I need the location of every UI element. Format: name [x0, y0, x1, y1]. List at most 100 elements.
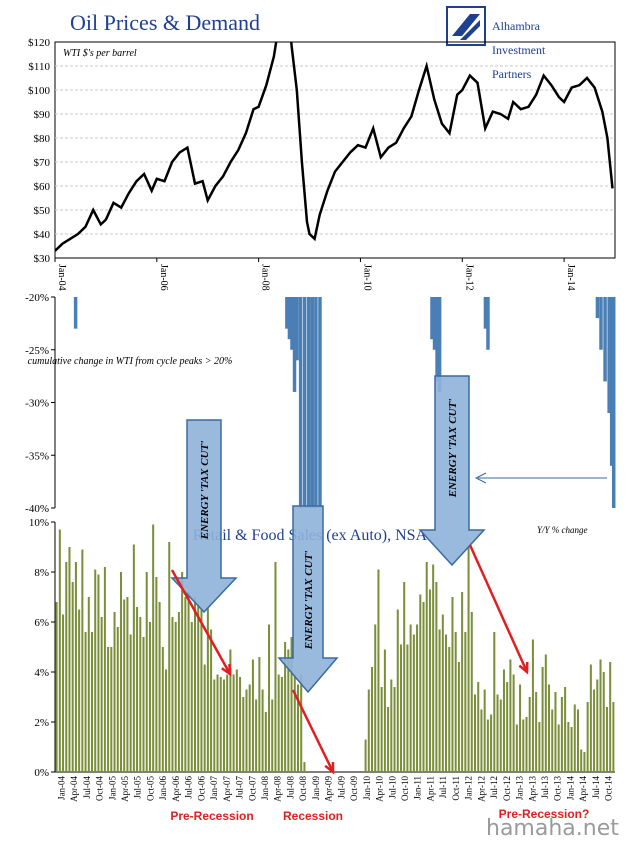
retail-bar	[548, 684, 551, 772]
retail-bar	[522, 719, 525, 772]
retail-bar	[486, 719, 489, 772]
retail-x-tick-label: Jul-10	[387, 776, 397, 799]
retail-bar	[422, 602, 425, 772]
retail-x-tick-label: Oct-10	[400, 776, 410, 801]
retail-bar	[242, 697, 245, 772]
retail-bar	[155, 577, 158, 772]
retail-bar	[177, 612, 180, 772]
retail-bar	[367, 689, 370, 772]
retail-bar	[293, 674, 296, 772]
retail-bar	[457, 662, 460, 772]
retail-x-tick-label: Jul-05	[133, 776, 143, 799]
retail-bar	[531, 639, 534, 772]
retail-bar	[612, 702, 615, 772]
retail-bar	[570, 727, 573, 772]
retail-bar	[58, 529, 61, 772]
retail-bar	[268, 624, 271, 772]
retail-bar	[557, 724, 560, 772]
retail-bar	[219, 677, 222, 772]
retail-x-tick-label: Apr-13	[527, 776, 537, 802]
retail-x-tick-label: Jan-06	[158, 776, 168, 800]
retail-bar	[190, 622, 193, 772]
retail-bar	[84, 632, 87, 772]
tax-cut-label-1: ENERGY 'TAX CUT'	[199, 441, 211, 541]
tax-cut-label-3: ENERGY 'TAX CUT'	[447, 399, 459, 499]
retail-bar	[560, 697, 563, 772]
retail-bar	[454, 632, 457, 772]
retail-bar	[187, 592, 190, 772]
retail-bar	[62, 614, 65, 772]
retail-x-tick-label: Oct-05	[145, 776, 155, 801]
retail-bar	[226, 674, 229, 772]
retail-bar	[148, 622, 151, 772]
watermark: hamaha.net	[486, 816, 619, 841]
retail-bar	[515, 724, 518, 772]
retail-bar	[203, 664, 206, 772]
retail-bar	[554, 692, 557, 772]
retail-x-tick-label: Jul-08	[285, 776, 295, 799]
drawdown-bar	[295, 297, 299, 361]
retail-bar	[432, 564, 435, 772]
retail-bar	[428, 589, 431, 772]
retail-bar	[55, 602, 58, 772]
retail-bar	[300, 674, 303, 772]
drawdown-bar	[290, 297, 294, 350]
retail-bar	[271, 699, 274, 772]
retail-bar	[107, 647, 110, 772]
retail-bar	[184, 597, 187, 772]
retail-bar	[168, 542, 171, 772]
retail-bar	[213, 679, 216, 772]
retail-x-tick-label: Jul-11	[438, 776, 448, 798]
retail-x-tick-label: Jan-14	[565, 776, 575, 800]
retail-bar	[448, 647, 451, 772]
retail-bar	[116, 627, 119, 772]
drawdown-bar	[435, 297, 439, 382]
retail-bar	[583, 752, 586, 772]
drawdown-bar	[599, 297, 603, 350]
retail-bar	[438, 629, 441, 772]
pre-recession-label-1: Pre-Recession	[170, 809, 253, 823]
drawdown-bar	[595, 297, 600, 319]
retail-x-tick-label: Jul-06	[184, 776, 194, 799]
retail-bar	[296, 684, 299, 772]
drawdown-bar	[292, 297, 297, 392]
retail-x-tick-label: Jul-12	[489, 776, 499, 799]
retail-bar	[605, 707, 608, 772]
oil-price-chart: $30 $40 $50 $60 $70 $80 $90 $100 $110 $120 Jan-04 J…	[28, 37, 616, 291]
retail-bar	[512, 674, 515, 772]
retail-x-tick-label: Jul-07	[235, 776, 245, 799]
retail-bar	[502, 669, 505, 772]
retail-y-tick-label: 4%	[34, 667, 49, 679]
retail-bar	[567, 722, 570, 772]
drawdown-bar	[486, 297, 490, 350]
retail-annotation: Y/Y % change	[537, 525, 588, 535]
retail-x-tick-label: Oct-14	[604, 776, 614, 801]
retail-bar	[586, 702, 589, 772]
retail-bar	[235, 669, 238, 772]
red-arrow-3	[468, 544, 529, 673]
retail-bar	[480, 709, 483, 772]
red-arrow-3-head	[518, 661, 529, 675]
retail-bar	[258, 657, 261, 772]
retail-bar	[441, 614, 444, 772]
retail-x-tick-label: Oct-09	[349, 776, 359, 801]
oil-y-tick-label: $30	[34, 253, 51, 265]
retail-x-tick-label: Apr-10	[375, 776, 385, 802]
retail-x-tick-label: Jul-14	[591, 776, 601, 799]
retail-bar	[451, 597, 454, 772]
retail-bar	[416, 624, 419, 772]
retail-bar	[126, 597, 129, 772]
tax-cut-arrow-3	[418, 375, 486, 567]
retail-bar	[158, 602, 161, 772]
retail-bar	[445, 634, 448, 772]
logo-line-3: Partners	[492, 67, 532, 81]
retail-bar	[544, 654, 547, 772]
retail-bar	[499, 699, 502, 772]
retail-bar	[377, 569, 380, 772]
page-title: Oil Prices & Demand	[70, 10, 261, 35]
retail-bar	[371, 667, 374, 772]
retail-bar	[129, 634, 132, 772]
retail-bar	[68, 547, 71, 772]
retail-bar	[383, 649, 386, 772]
